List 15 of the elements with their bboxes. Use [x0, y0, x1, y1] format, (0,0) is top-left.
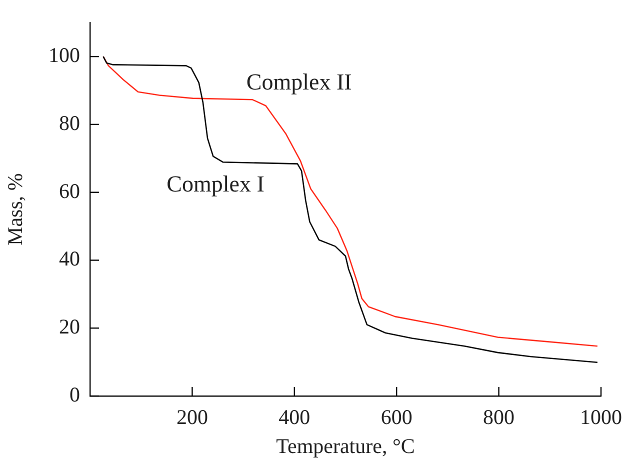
y-tick-label: 40 — [59, 246, 80, 271]
x-tick-label: 600 — [380, 405, 412, 430]
y-tick-label: 20 — [59, 314, 80, 339]
series-label: Complex I — [166, 172, 264, 197]
y-tick-label: 0 — [70, 382, 80, 407]
y-tick-label: 100 — [48, 43, 80, 68]
y-axis-title: Mass, % — [3, 173, 28, 246]
x-tick-label: 200 — [176, 405, 208, 430]
y-tick-label: 60 — [59, 178, 80, 203]
x-tick-label: 800 — [483, 405, 515, 430]
series-label: Complex II — [246, 70, 352, 95]
x-tick-label: 1000 — [580, 405, 622, 430]
x-axis-title: Temperature, °C — [276, 434, 415, 458]
y-tick-label: 80 — [59, 110, 80, 135]
x-tick-label: 400 — [278, 405, 310, 430]
